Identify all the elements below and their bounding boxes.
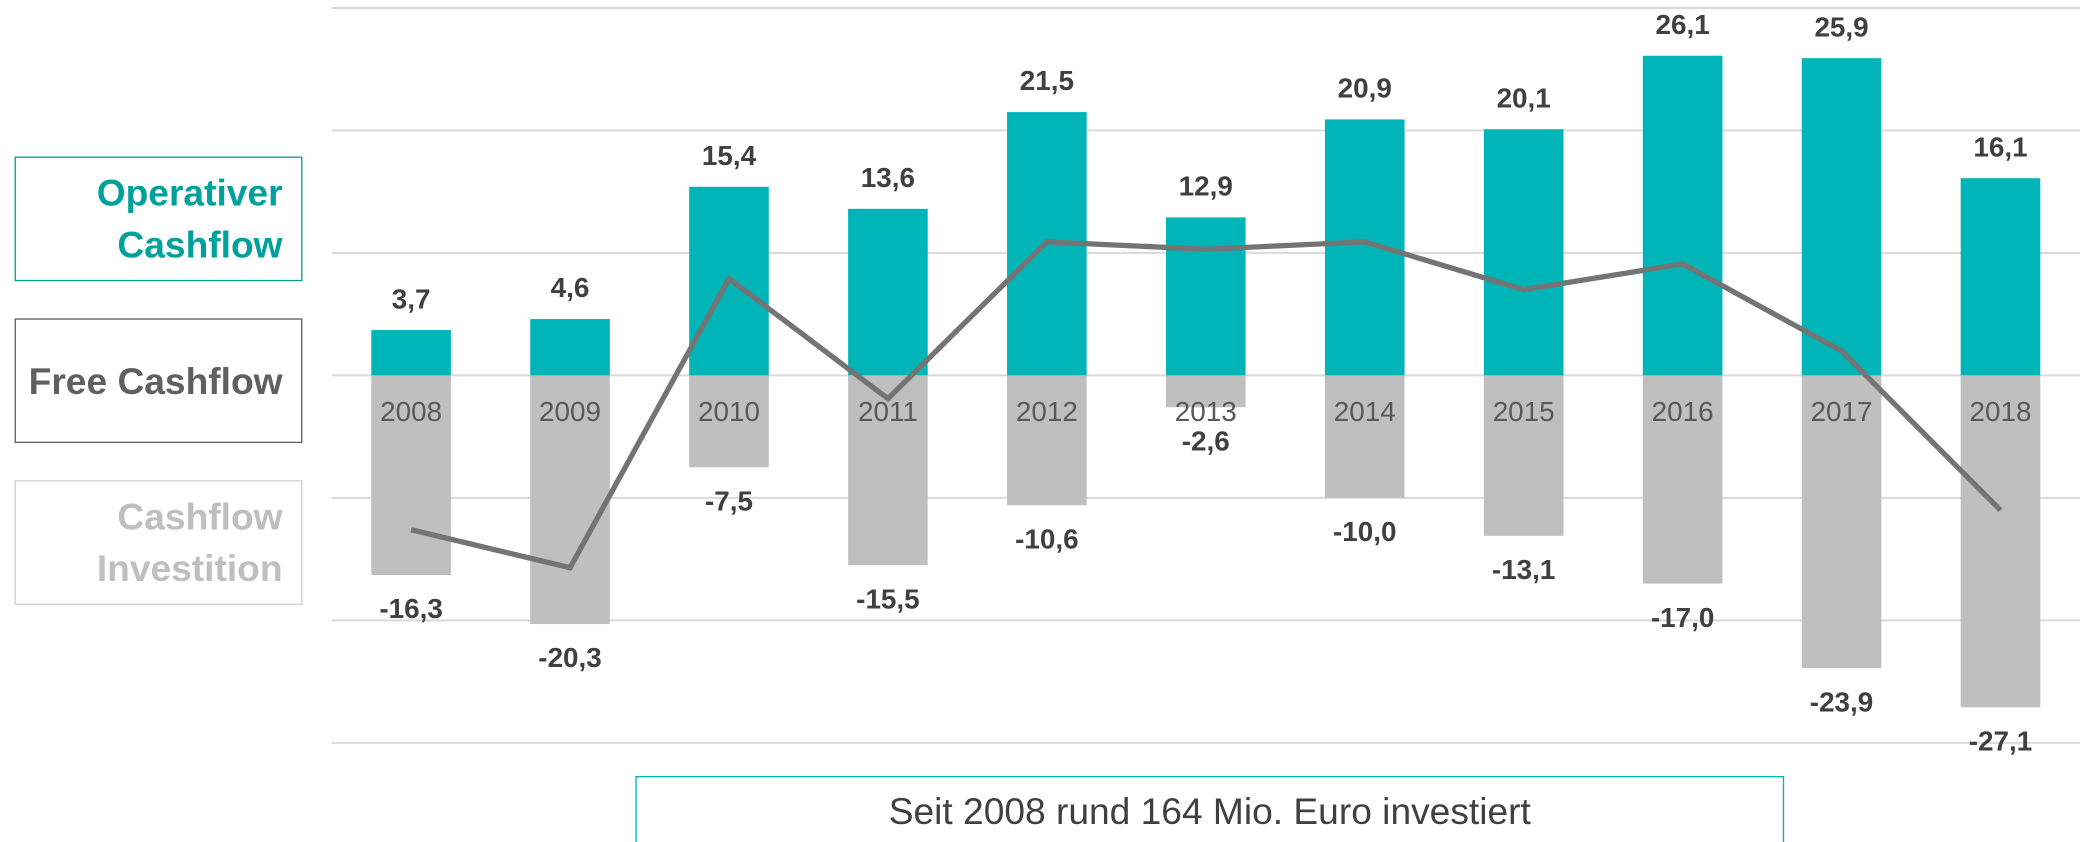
x-tick-label: 2015 — [1493, 396, 1555, 427]
x-tick-label: 2009 — [539, 396, 601, 427]
bar — [530, 319, 610, 376]
legend-entry: Free Cashflow — [14, 318, 303, 444]
x-tick-label: 2008 — [380, 396, 442, 427]
value-label: -17,0 — [1651, 602, 1714, 633]
value-label: 26,1 — [1656, 9, 1710, 40]
value-label: 20,1 — [1497, 82, 1551, 113]
bar — [1960, 178, 2041, 376]
bar — [371, 330, 451, 376]
value-label: -10,0 — [1333, 516, 1396, 547]
value-label: 12,9 — [1179, 171, 1233, 202]
legend-entry: Cashflow Investition — [14, 480, 303, 605]
value-label: 21,5 — [1020, 65, 1074, 96]
bar — [371, 375, 451, 576]
value-label: -20,3 — [538, 642, 601, 673]
x-tick-label: 2013 — [1175, 396, 1237, 427]
x-tick-label: 2018 — [1970, 396, 2032, 427]
value-label: 25,9 — [1814, 11, 1868, 42]
legend-entry: Operativer Cashflow — [14, 156, 303, 282]
x-tick-label: 2014 — [1334, 396, 1396, 427]
value-label: 4,6 — [551, 272, 590, 303]
bar — [1007, 375, 1087, 506]
value-label: 16,1 — [1973, 131, 2027, 162]
value-label: -23,9 — [1810, 686, 1873, 717]
bar — [1801, 58, 1882, 376]
value-label: -10,6 — [1015, 523, 1078, 554]
value-label: -2,6 — [1182, 425, 1230, 456]
bar — [1483, 375, 1564, 536]
bar — [1642, 375, 1723, 584]
value-label: -7,5 — [705, 485, 753, 516]
bar — [1801, 375, 1882, 669]
bar — [1165, 375, 1246, 408]
bar — [1483, 129, 1564, 376]
line — [410, 239, 2003, 571]
value-label: -16,3 — [379, 593, 442, 624]
annotation: Seit 2008 rund 164 Mio. Euro investiert — [635, 776, 1785, 842]
value-label: -27,1 — [1969, 725, 2032, 756]
bar — [848, 375, 928, 566]
bar — [1165, 217, 1246, 376]
bar — [1324, 119, 1405, 376]
value-label: 3,7 — [392, 283, 431, 314]
x-tick-label: 2017 — [1811, 396, 1873, 427]
value-label: 13,6 — [861, 162, 915, 193]
bar — [689, 375, 769, 468]
x-tick-label: 2010 — [698, 396, 760, 427]
bar — [530, 375, 610, 625]
x-tick-label: 2012 — [1016, 396, 1078, 427]
bar — [1960, 375, 2041, 708]
bar — [848, 208, 928, 376]
value-label: 15,4 — [702, 140, 757, 171]
value-label: 20,9 — [1338, 73, 1392, 104]
value-label: -15,5 — [856, 583, 919, 614]
bar — [1324, 375, 1405, 498]
bar — [1642, 55, 1723, 376]
value-label: -13,1 — [1492, 554, 1555, 585]
x-tick-label: 2016 — [1652, 396, 1714, 427]
